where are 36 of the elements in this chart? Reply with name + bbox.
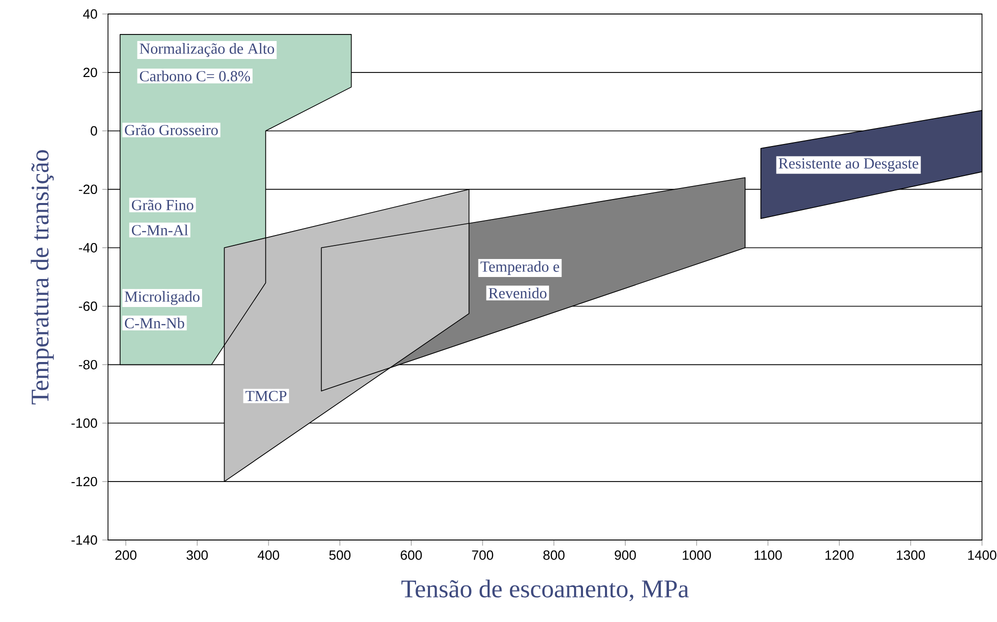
annotation: Carbono C= 0.8% — [140, 70, 250, 82]
y-tick-label: 0 — [90, 126, 98, 136]
annotation: C-Mn-Nb — [124, 318, 184, 328]
annotation: Normalização de Alto — [140, 43, 274, 57]
x-tick-label: 1400 — [968, 550, 996, 560]
x-tick-label: 200 — [115, 550, 136, 560]
annotation: Microligado — [124, 291, 200, 305]
y-axis-title: Temperatura de transição — [30, 150, 54, 404]
y-tick-label: -80 — [78, 360, 98, 370]
x-tick-label: 800 — [543, 550, 565, 560]
y-tick-label: -120 — [72, 476, 98, 486]
annotation: Revenido — [488, 288, 546, 298]
y-tick-label: -40 — [78, 243, 98, 252]
annotation: Resistente ao Desgaste — [778, 158, 918, 172]
x-tick-label: 900 — [614, 550, 636, 560]
y-tick-label: 40 — [83, 9, 98, 19]
y-tick-label: -60 — [78, 302, 98, 311]
x-tick-label: 300 — [186, 550, 208, 560]
x-tick-label: 1100 — [754, 550, 782, 560]
annotation: Temperado e — [480, 261, 560, 275]
x-tick-label: 600 — [400, 550, 422, 560]
y-tick-label: -20 — [78, 184, 98, 194]
annotation: Grão Fino — [132, 200, 194, 210]
y-tick-label: -140 — [72, 535, 98, 545]
x-tick-label: 500 — [329, 550, 350, 560]
x-tick-label: 1300 — [896, 550, 925, 560]
y-tick-label: -100 — [72, 418, 98, 428]
x-tick-label: 400 — [258, 550, 280, 560]
x-tick-label: 1200 — [826, 550, 854, 560]
y-tick-label: 20 — [83, 68, 98, 78]
x-tick-label: 700 — [472, 550, 494, 560]
x-tick-label: 1000 — [682, 550, 711, 560]
x-axis-title: Tensão de escoamento, MPa — [401, 580, 689, 602]
annotation: TMCP — [246, 390, 286, 402]
annotation: Grão Grosseiro — [124, 124, 218, 136]
annotation: C-Mn-Al — [132, 224, 188, 236]
